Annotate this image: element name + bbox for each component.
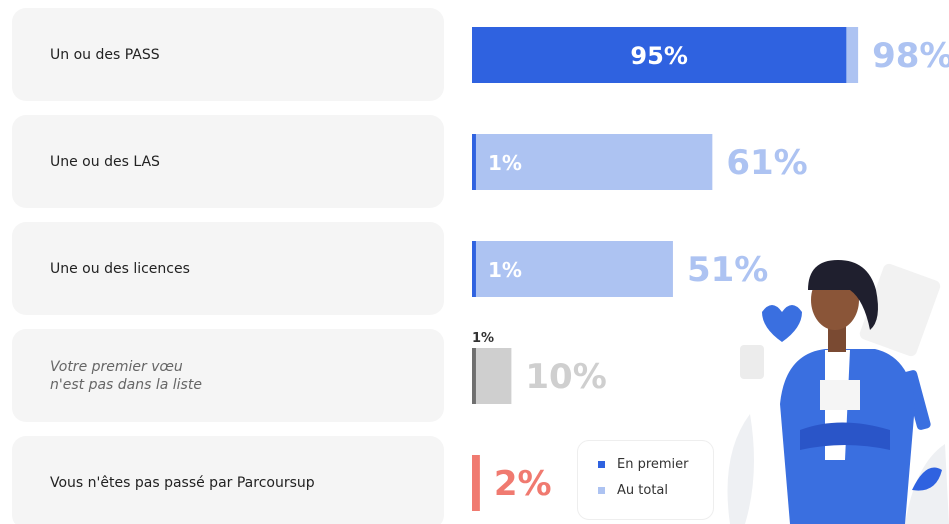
legend-swatch [598, 461, 605, 468]
first-label: 95% [630, 42, 687, 70]
category-label: Une ou des LAS [12, 115, 444, 208]
first-label: 1% [488, 258, 522, 282]
infographic: 98% 95% 61% 1% 51% 1% 10% 1% 2% En premier Au tot… [0, 0, 949, 524]
category-label: Vous n'êtes pas passé par Parcoursup [12, 436, 444, 524]
total-label: 51% [687, 250, 768, 290]
total-label: 98% [872, 36, 949, 76]
legend-item: Au total [598, 483, 668, 498]
first-label: 1% [488, 151, 522, 175]
total-label: 61% [726, 143, 807, 183]
first-label: 1% [472, 331, 494, 346]
total-label: 2% [494, 464, 552, 504]
bar-total [472, 348, 511, 404]
legend-swatch [598, 487, 605, 494]
bar-total [472, 455, 480, 511]
bar-first [472, 241, 476, 297]
legend-label: En premier [617, 457, 689, 472]
illustration [728, 260, 949, 524]
legend-label: Au total [617, 483, 668, 498]
category-label: Une ou des licences [12, 222, 444, 315]
legend-item: En premier [598, 457, 689, 472]
category-label: Votre premier vœu n'est pas dans la list… [12, 329, 444, 422]
category-label: Un ou des PASS [12, 8, 444, 101]
legend: En premier Au total [577, 440, 714, 520]
bar-first [472, 348, 476, 404]
bar-first [472, 134, 476, 190]
total-label: 10% [525, 357, 606, 397]
